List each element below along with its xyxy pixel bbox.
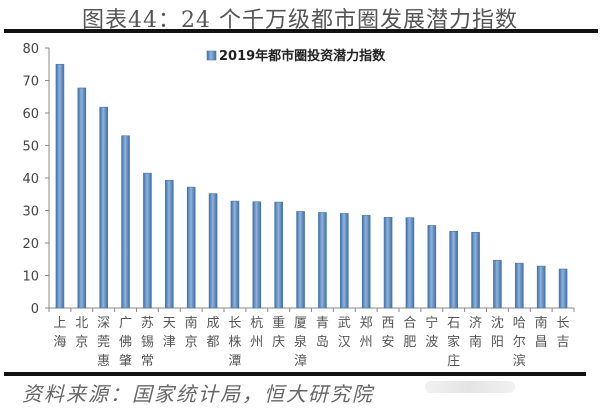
x-tick-label: 济	[469, 316, 482, 331]
x-tick-label: 哈	[513, 316, 526, 331]
x-tick-label: 安	[382, 335, 395, 350]
bar	[208, 193, 218, 309]
bar	[493, 259, 502, 309]
bar	[55, 63, 65, 309]
x-tick-label: 京	[75, 335, 88, 350]
x-tick-label: 天	[163, 316, 176, 331]
x-tick-label: 郑	[360, 316, 373, 331]
x-tick-label: 吉	[557, 335, 570, 350]
y-tick-label: 70	[22, 75, 39, 90]
x-tick-label: 庄	[447, 353, 460, 369]
x-tick-label: 泉	[294, 334, 307, 350]
source-note: 资料来源：国家统计局，恒大研究院	[22, 382, 374, 406]
x-tick-label: 海	[53, 335, 66, 350]
x-tick-label: 株	[228, 335, 241, 350]
bar	[77, 87, 87, 309]
x-tick-label: 汉	[338, 335, 351, 350]
x-tick-label: 莞	[97, 335, 110, 350]
y-tick-label: 0	[31, 302, 39, 317]
y-tick-label: 60	[22, 107, 39, 122]
x-tick-label: 佛	[119, 335, 132, 350]
bar	[361, 215, 371, 309]
bar	[558, 268, 568, 309]
x-tick-label: 上	[53, 316, 66, 331]
title-divider	[4, 29, 598, 33]
bar	[515, 262, 524, 309]
bar	[340, 213, 349, 309]
x-tick-label: 锡	[141, 335, 154, 350]
x-tick-label: 成	[207, 316, 220, 331]
x-tick-label: 重	[272, 315, 285, 331]
bar	[296, 211, 305, 309]
x-tick-label: 宁	[425, 315, 438, 331]
x-tick-label: 青	[316, 316, 329, 331]
x-tick-label: 杭	[250, 316, 263, 331]
chart-title: 图表44：24 个千万级都市圈发展潜力指数	[82, 8, 518, 33]
source-divider	[4, 372, 586, 376]
x-tick-label: 南	[469, 334, 482, 350]
x-tick-label: 石	[447, 316, 460, 331]
x-tick-label: 昌	[535, 335, 548, 350]
bar	[427, 225, 437, 309]
bar	[405, 217, 415, 309]
y-tick-label: 40	[22, 172, 39, 187]
bar	[536, 265, 546, 309]
y-tick-label: 10	[22, 270, 39, 285]
x-tick-label: 京	[185, 335, 198, 350]
y-tick-label: 20	[22, 237, 39, 252]
bar	[471, 231, 480, 309]
x-tick-label: 阳	[491, 335, 504, 350]
bar	[143, 172, 152, 309]
x-tick-label: 潭	[228, 354, 241, 369]
x-tick-label: 合	[403, 316, 416, 331]
chart-canvas: 01020304050607080上海北京深莞惠广佛肇苏锡常天津南京成都长株潭杭…	[22, 42, 575, 369]
bar	[121, 135, 130, 309]
bar	[318, 212, 327, 309]
x-tick-label: 长	[228, 316, 241, 331]
x-tick-label: 长	[557, 316, 570, 331]
bar	[186, 186, 196, 309]
x-tick-label: 常	[141, 354, 154, 369]
legend-label: 2019年都市圈投资潜力指数	[219, 48, 386, 64]
y-tick-label: 80	[22, 42, 39, 57]
x-tick-label: 北	[75, 316, 88, 331]
x-tick-label: 漳	[294, 353, 307, 369]
bar	[99, 106, 108, 309]
watermark	[425, 381, 515, 393]
bar	[165, 179, 174, 309]
x-tick-label: 肥	[403, 335, 416, 350]
x-tick-label: 尔	[513, 335, 526, 350]
bar-chart: 0 10 20 30 40 50 60 70 80 上海北京深莞惠广佛肇苏锡常天津南京成都长株潭杭…	[0, 33, 600, 371]
x-tick-label: 岛	[316, 334, 329, 350]
x-tick-label: 波	[425, 335, 438, 350]
x-tick-label: 武	[338, 316, 351, 331]
bar	[383, 217, 393, 309]
x-tick-label: 州	[360, 335, 373, 350]
x-tick-label: 家	[447, 334, 460, 350]
x-tick-label: 深	[97, 316, 110, 331]
x-tick-label: 肇	[119, 354, 132, 369]
x-tick-label: 都	[207, 335, 220, 350]
x-tick-label: 厦	[294, 316, 307, 331]
x-tick-label: 广	[119, 316, 132, 331]
x-tick-label: 津	[163, 335, 176, 350]
x-tick-label: 州	[250, 335, 263, 350]
x-tick-label: 惠	[97, 354, 110, 369]
bar	[230, 200, 240, 309]
x-tick-label: 庆	[272, 335, 285, 350]
x-tick-label: 滨	[513, 353, 526, 369]
x-tick-label: 西	[382, 316, 395, 331]
x-tick-label: 南	[535, 315, 548, 331]
legend-swatch	[206, 50, 217, 61]
x-tick-label: 南	[185, 315, 198, 331]
bar	[449, 231, 458, 309]
y-tick-label: 30	[22, 205, 39, 220]
bar	[252, 201, 262, 309]
bar	[274, 201, 283, 309]
x-tick-label: 沈	[491, 316, 504, 331]
y-tick-label: 50	[22, 140, 39, 155]
x-tick-label: 苏	[141, 315, 154, 331]
